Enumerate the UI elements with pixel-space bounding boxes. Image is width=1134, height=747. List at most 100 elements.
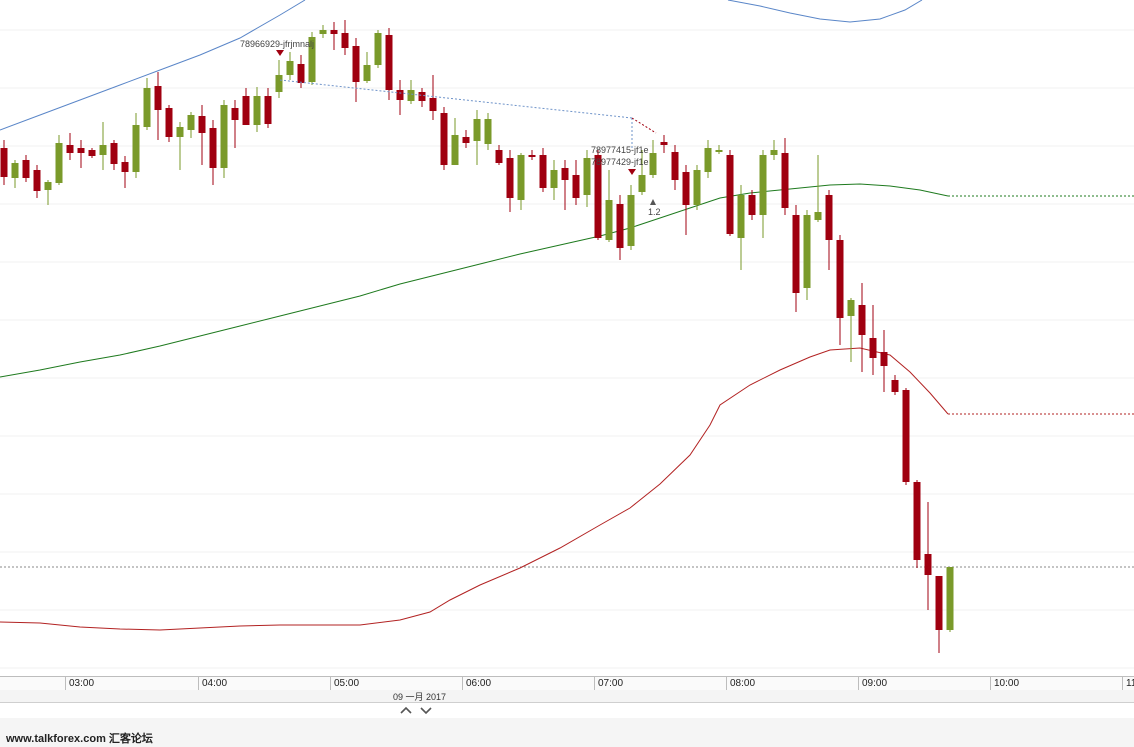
- candle-body: [220, 105, 228, 168]
- candle-body: [440, 113, 448, 165]
- bearish-candle: [836, 235, 844, 345]
- candle-body: [704, 148, 712, 172]
- bearish-candle: [594, 150, 602, 240]
- tick-label: 04:00: [202, 678, 228, 689]
- candle-body: [319, 30, 327, 34]
- candle-body: [484, 119, 492, 144]
- bullish-candle: [484, 113, 492, 150]
- bearish-candle: [748, 190, 756, 220]
- moving-average-green: [0, 183, 949, 378]
- candle-body: [275, 75, 283, 92]
- bearish-candle: [22, 155, 30, 182]
- candle-body: [44, 182, 52, 190]
- bullish-candle: [737, 185, 745, 270]
- candle-body: [231, 108, 239, 120]
- order-up-marker: [650, 199, 656, 205]
- bearish-candle: [231, 100, 239, 148]
- bullish-candle: [55, 135, 63, 185]
- candle-body: [572, 175, 580, 198]
- bullish-candle: [583, 150, 591, 207]
- bullish-candle: [715, 145, 723, 154]
- candle-body: [209, 128, 217, 168]
- order-red-line: [631, 117, 657, 134]
- candle-body: [924, 554, 932, 575]
- bearish-candle: [726, 150, 734, 236]
- chart-area[interactable]: 78966929-jfrjmnalj 78977415-jf1e 78977429-…: [0, 0, 1134, 676]
- candle-body: [616, 204, 624, 248]
- bullish-candle: [517, 153, 525, 210]
- bearish-candle: [891, 375, 899, 395]
- bearish-candle: [506, 150, 514, 212]
- bullish-candle: [374, 30, 382, 68]
- candle-body: [110, 143, 118, 164]
- candle-body: [88, 150, 96, 156]
- candle-body: [682, 172, 690, 205]
- tick-mark: [858, 677, 859, 691]
- bearish-candle: [154, 72, 162, 140]
- candle-body: [297, 64, 305, 83]
- bearish-candle: [616, 195, 624, 260]
- candle-body: [506, 158, 514, 198]
- order-label: 1.2: [648, 207, 661, 217]
- tick-label: 07:00: [598, 678, 624, 689]
- candle-body: [352, 46, 360, 82]
- bearish-candle: [88, 148, 96, 158]
- chevron-up-icon[interactable]: [398, 703, 414, 717]
- footer: www.talkforex.com 汇客论坛: [0, 718, 1134, 747]
- date-bar: 09 一月 2017: [0, 690, 1134, 703]
- bullish-candle: [814, 155, 822, 222]
- bullish-candle: [649, 140, 657, 178]
- bearish-candle: [33, 165, 41, 198]
- candle-body: [330, 30, 338, 34]
- bearish-candle: [858, 283, 866, 372]
- bearish-candle: [0, 140, 8, 185]
- bullish-candle: [451, 118, 459, 165]
- candle-body: [495, 150, 503, 163]
- bearish-candle: [462, 130, 470, 148]
- candle-body: [407, 90, 415, 101]
- candle-body: [11, 163, 19, 178]
- bullish-candle: [187, 112, 195, 138]
- candle-body: [99, 145, 107, 155]
- band-line-right: [727, 0, 923, 23]
- bearish-candle: [396, 80, 404, 115]
- candle-body: [583, 158, 591, 195]
- candle-body: [715, 150, 723, 152]
- order-annotations: 78966929-jfrjmnalj 78977415-jf1e 78977429-…: [240, 39, 661, 217]
- tick-label: 05:00: [334, 678, 360, 689]
- bullish-candle: [627, 185, 635, 250]
- bullish-candle: [407, 80, 415, 104]
- tick-label: 09:00: [862, 678, 888, 689]
- candle-body: [847, 300, 855, 316]
- bearish-candle: [495, 145, 503, 165]
- scroll-controls: [396, 703, 438, 717]
- candle-body: [451, 135, 459, 165]
- candle-body: [627, 195, 635, 246]
- chevron-down-icon[interactable]: [418, 703, 434, 717]
- tick-mark: [65, 677, 66, 691]
- candle-body: [803, 215, 811, 288]
- bearish-candle: [297, 55, 305, 88]
- upper-band-line: [0, 0, 306, 131]
- candle-body: [132, 125, 140, 172]
- bearish-candle: [924, 502, 932, 610]
- tick-mark: [198, 677, 199, 691]
- price-chart[interactable]: 78966929-jfrjmnalj 78977415-jf1e 78977429-…: [0, 0, 1134, 676]
- candle-body: [176, 127, 184, 137]
- candles: [0, 20, 954, 653]
- tick-label: 08:00: [730, 678, 756, 689]
- candle-body: [264, 96, 272, 124]
- candle-body: [781, 153, 789, 208]
- candle-body: [858, 305, 866, 335]
- bearish-candle: [781, 138, 789, 215]
- candle-body: [693, 170, 701, 205]
- candle-body: [396, 90, 404, 100]
- candle-body: [374, 33, 382, 65]
- tick-mark: [462, 677, 463, 691]
- bearish-candle: [110, 140, 118, 170]
- bullish-candle: [132, 113, 140, 178]
- candle-body: [462, 137, 470, 143]
- bearish-candle: [385, 28, 393, 100]
- candle-body: [385, 35, 393, 90]
- bullish-candle: [693, 165, 701, 210]
